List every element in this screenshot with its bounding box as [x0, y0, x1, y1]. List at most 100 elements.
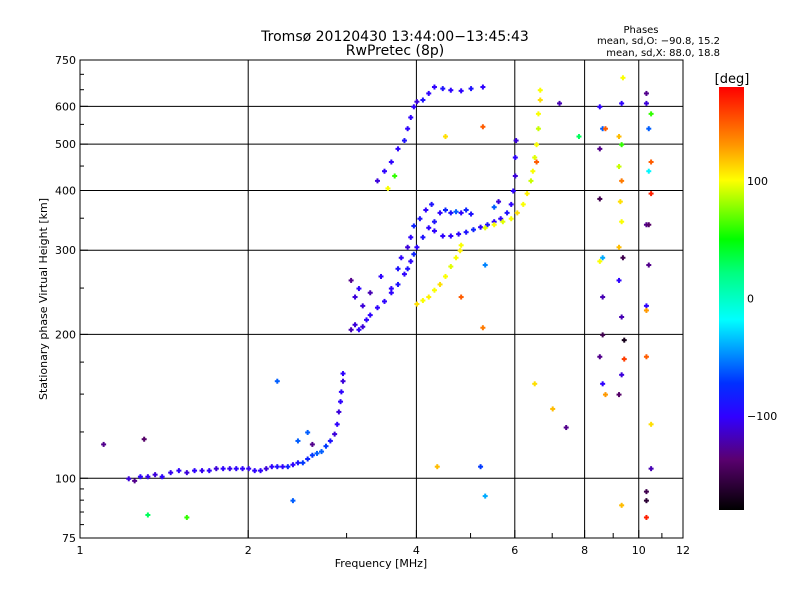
data-point	[643, 90, 649, 96]
data-point	[309, 441, 315, 447]
data-point	[616, 392, 622, 398]
data-point-vbar	[465, 207, 468, 213]
data-point-vbar	[620, 372, 623, 378]
data-point	[338, 389, 344, 395]
data-point-vbar	[329, 438, 332, 444]
data-point-vbar	[291, 462, 294, 468]
data-point-vbar	[645, 498, 648, 504]
data-point	[563, 425, 569, 431]
data-point	[420, 298, 426, 304]
data-point-vbar	[169, 470, 172, 476]
data-point-vbar	[354, 322, 357, 328]
data-point	[411, 251, 417, 257]
data-point	[420, 97, 426, 103]
data-point-vbar	[276, 464, 279, 470]
data-point-vbar	[424, 207, 427, 213]
data-point	[458, 88, 464, 94]
data-point-vbar	[604, 392, 607, 398]
data-point	[512, 173, 518, 179]
data-point	[576, 134, 582, 140]
data-point	[431, 219, 437, 225]
data-point-vbar	[620, 219, 623, 225]
y-tick-label: 200	[55, 328, 76, 341]
data-point	[332, 431, 338, 437]
phases-heading: Phases	[623, 25, 658, 36]
data-point	[512, 155, 518, 161]
data-point-vbar	[133, 478, 136, 484]
data-point	[269, 464, 275, 470]
data-point	[411, 223, 417, 229]
x-tick-label: 8	[581, 544, 588, 557]
data-point-vbar	[357, 286, 360, 292]
data-point	[470, 227, 476, 233]
data-point	[600, 126, 606, 132]
data-point	[597, 354, 603, 360]
data-point	[480, 84, 486, 90]
data-point	[484, 222, 490, 228]
data-point-vbar	[601, 255, 604, 261]
data-point	[532, 381, 538, 387]
data-point-vbar	[201, 468, 204, 474]
y-tick-label: 400	[55, 184, 76, 197]
data-point	[456, 231, 462, 237]
data-point-vbar	[376, 305, 379, 311]
data-point	[478, 464, 484, 470]
plot-frame	[79, 59, 684, 539]
data-point-vbar	[449, 264, 452, 270]
data-point	[496, 199, 502, 205]
data-point	[252, 468, 258, 474]
data-point-vbar	[143, 436, 146, 442]
data-point-vbar	[506, 210, 509, 216]
data-point-vbar	[539, 87, 542, 93]
data-point	[448, 233, 454, 239]
data-point	[145, 512, 151, 518]
data-point	[132, 478, 138, 484]
data-point-vbar	[421, 97, 424, 103]
data-point	[537, 97, 543, 103]
data-point-vbar	[479, 224, 482, 230]
data-point	[274, 464, 280, 470]
data-point	[442, 134, 448, 140]
data-point	[213, 466, 219, 472]
data-point-vbar	[470, 211, 473, 217]
data-point-vbar	[265, 466, 268, 472]
data-point-vbar	[539, 97, 542, 103]
data-point-vbar	[339, 399, 342, 405]
data-point-vbar	[444, 273, 447, 279]
data-point-vbar	[460, 294, 463, 300]
data-point	[305, 429, 311, 435]
data-point	[534, 142, 540, 148]
data-point-vbar	[415, 301, 418, 307]
data-point	[448, 264, 454, 270]
data-point-vbar	[484, 493, 487, 499]
data-point-vbar	[472, 227, 475, 233]
data-point	[401, 271, 407, 277]
data-point-vbar	[421, 234, 424, 240]
data-point	[597, 258, 603, 264]
data-point	[352, 294, 358, 300]
data-point	[468, 211, 474, 217]
data-point-vbar	[598, 104, 601, 110]
data-point	[145, 474, 151, 480]
y-tick-label: 500	[55, 138, 76, 151]
data-point-vbar	[439, 210, 442, 216]
data-point	[619, 219, 625, 225]
x-tick-label: 6	[511, 544, 518, 557]
data-point	[621, 356, 627, 362]
data-point-vbar	[436, 464, 439, 470]
data-point-vbar	[400, 255, 403, 261]
data-point-vbar	[281, 464, 284, 470]
data-point-vbar	[537, 111, 540, 117]
data-point	[300, 460, 306, 466]
data-point	[617, 199, 623, 205]
data-point-vbar	[369, 290, 372, 296]
data-point	[348, 327, 354, 333]
data-point	[491, 204, 497, 210]
data-point	[137, 474, 143, 480]
data-point-vbar	[460, 210, 463, 216]
data-point	[619, 142, 625, 148]
data-point-vbar	[457, 231, 460, 237]
data-point-vbar	[161, 474, 164, 480]
data-point	[442, 207, 448, 213]
